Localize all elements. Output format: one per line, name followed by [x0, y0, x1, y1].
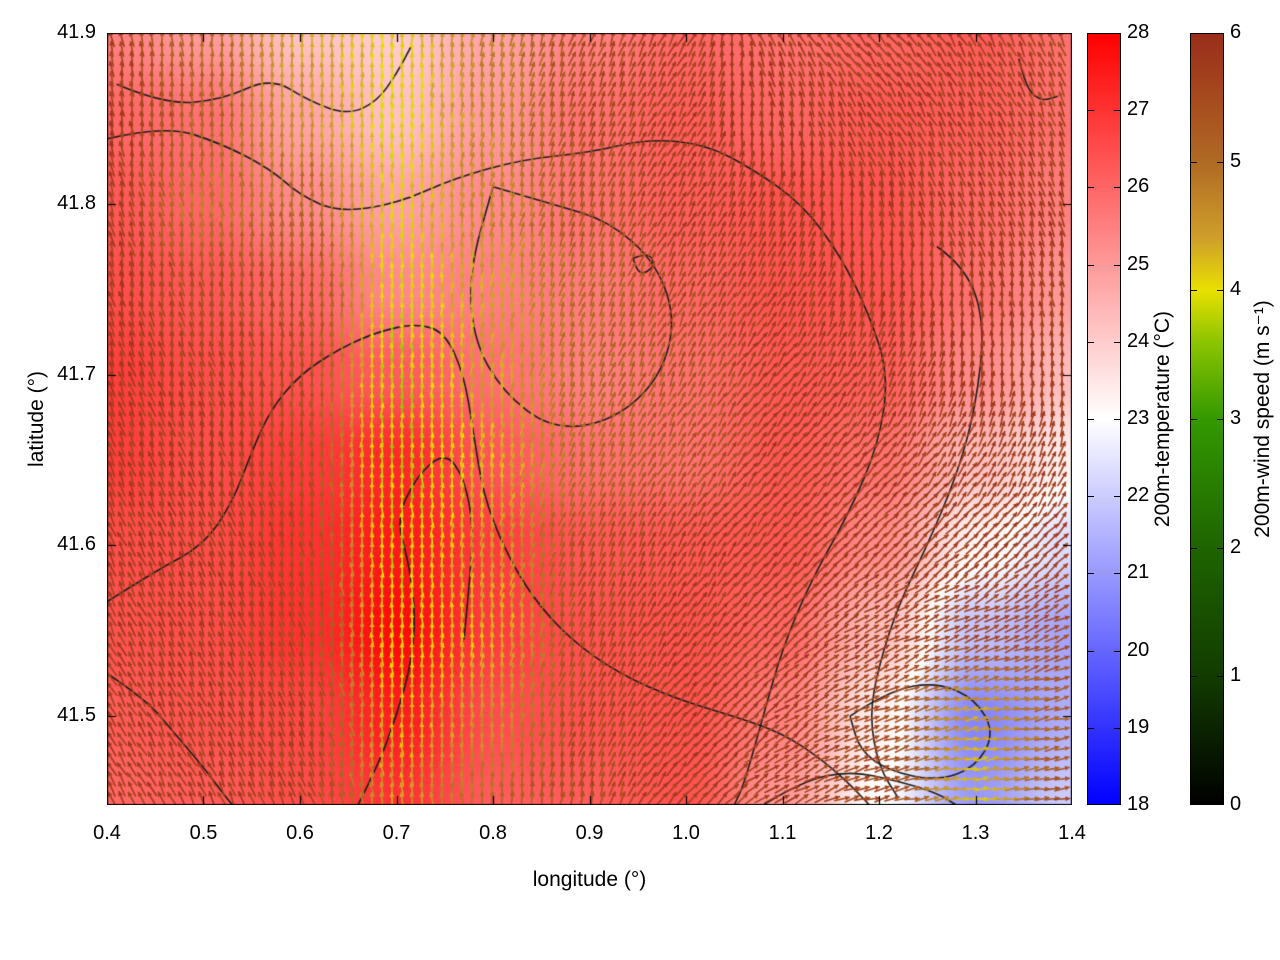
colorbar-tick-mark [1191, 548, 1197, 549]
colorbar-tick-label: 21 [1127, 561, 1150, 584]
y-tick-label: 41.7 [57, 362, 96, 385]
colorbar-tick-mark [1114, 187, 1120, 188]
x-tick-label: 0.6 [286, 822, 314, 844]
x-tick-label: 0.4 [93, 822, 121, 844]
colorbar-tick-mark [1114, 265, 1120, 266]
colorbar-tick-mark [1088, 573, 1094, 574]
colorbar-tick-mark [1088, 110, 1094, 111]
x-tick-label: 0.8 [479, 822, 507, 844]
x-tick-label: 1.3 [961, 822, 990, 844]
colorbar-tick-mark [1217, 162, 1223, 163]
colorbar-tick-mark [1114, 573, 1120, 574]
colorbar-tick-mark [1114, 496, 1120, 497]
colorbar-tick-mark [1088, 419, 1094, 420]
wind-colorbar-label: 200m-wind speed (m s⁻¹) [1251, 300, 1274, 538]
colorbar-tick-label: 20 [1127, 638, 1150, 661]
colorbar-tick-mark [1088, 728, 1094, 729]
colorbar-tick-mark [1088, 651, 1094, 652]
colorbar-tick-mark [1217, 290, 1223, 291]
colorbar-tick-mark [1114, 110, 1120, 111]
temperature-colorbar-label: 200m-temperature (°C) [1151, 310, 1174, 528]
x-tick-label: 1.0 [672, 822, 700, 844]
colorbar-tick-mark [1217, 548, 1223, 549]
colorbar-tick-label: 24 [1127, 329, 1150, 352]
map-canvas [107, 33, 1072, 805]
colorbar-tick-mark [1191, 290, 1197, 291]
colorbar-tick-label: 27 [1127, 98, 1150, 121]
colorbar-tick-label: 26 [1127, 175, 1150, 198]
colorbar-tick-mark [1114, 419, 1120, 420]
x-tick-label: 0.7 [382, 822, 411, 844]
x-tick-label: 1.4 [1058, 822, 1086, 844]
colorbar-tick-mark [1191, 162, 1197, 163]
colorbar-tick-label: 2 [1230, 535, 1242, 558]
colorbar-tick-label: 25 [1127, 252, 1150, 275]
colorbar-tick-mark [1114, 728, 1120, 729]
colorbar-tick-label: 0 [1230, 793, 1242, 815]
x-tick-label: 1.2 [865, 822, 893, 844]
colorbar-tick-label: 1 [1230, 664, 1242, 687]
plot-area [107, 33, 1072, 805]
colorbar-tick-label: 3 [1230, 407, 1242, 429]
colorbar-tick-mark [1191, 419, 1197, 420]
colorbar-tick-label: 23 [1127, 407, 1150, 429]
colorbar-tick-mark [1217, 419, 1223, 420]
x-axis-label: longitude (°) [532, 868, 647, 891]
y-tick-label: 41.6 [57, 533, 96, 556]
colorbar-tick-label: 5 [1230, 149, 1242, 172]
y-tick-label: 41.9 [57, 21, 96, 43]
colorbar-tick-label: 19 [1127, 715, 1150, 738]
y-axis-label: latitude (°) [25, 371, 48, 467]
x-tick-label: 1.1 [768, 822, 797, 844]
colorbar-tick-label: 22 [1127, 484, 1150, 507]
colorbar-tick-mark [1088, 265, 1094, 266]
y-tick-label: 41.8 [57, 191, 96, 214]
colorbar-tick-label: 6 [1230, 21, 1242, 43]
x-tick-label: 0.9 [575, 822, 604, 844]
colorbar-tick-mark [1114, 651, 1120, 652]
colorbar-tick-label: 28 [1127, 21, 1150, 43]
colorbar-tick-mark [1114, 342, 1120, 343]
colorbar-tick-label: 4 [1230, 278, 1242, 301]
colorbar-tick-label: 18 [1127, 793, 1150, 815]
colorbar-tick-mark [1088, 496, 1094, 497]
colorbar-tick-mark [1191, 676, 1197, 677]
colorbar-tick-mark [1088, 187, 1094, 188]
y-tick-label: 41.5 [57, 704, 96, 727]
colorbar-tick-mark [1217, 676, 1223, 677]
colorbar-tick-mark [1088, 342, 1094, 343]
x-tick-label: 0.5 [189, 822, 218, 844]
